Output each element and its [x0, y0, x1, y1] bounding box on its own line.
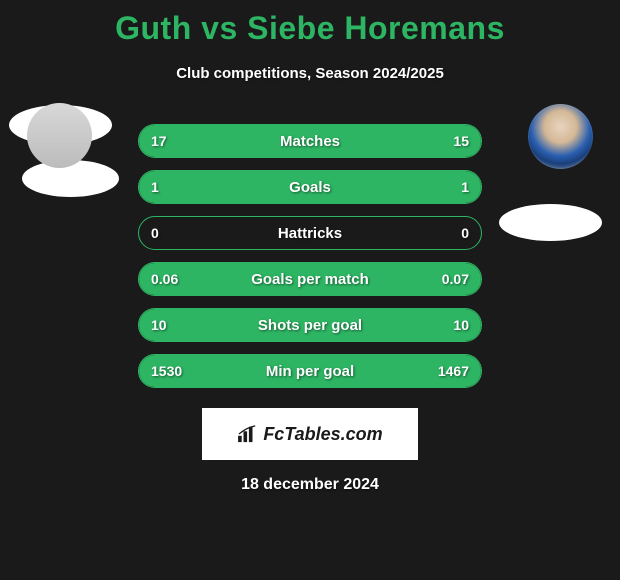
stat-left-value: 10: [151, 317, 167, 333]
stat-right-value: 1467: [438, 363, 469, 379]
stat-left-value: 17: [151, 133, 167, 149]
stat-right-value: 15: [453, 133, 469, 149]
stat-left-value: 0.06: [151, 271, 178, 287]
stat-label: Goals per match: [251, 271, 369, 288]
fctables-logo-icon: [237, 425, 259, 443]
stat-row-spg: 10 Shots per goal 10: [138, 308, 482, 342]
stat-left-value: 1530: [151, 363, 182, 379]
stat-row-gpm: 0.06 Goals per match 0.07: [138, 262, 482, 296]
page-title: Guth vs Siebe Horemans: [0, 0, 620, 47]
stat-label: Goals: [289, 179, 331, 196]
brand-badge: FcTables.com: [202, 408, 418, 460]
stat-row-mpg: 1530 Min per goal 1467: [138, 354, 482, 388]
stat-right-value: 0: [461, 225, 469, 241]
snapshot-date: 18 december 2024: [0, 476, 620, 494]
stat-label: Min per goal: [266, 363, 354, 380]
stat-left-value: 1: [151, 179, 159, 195]
stat-right-value: 10: [453, 317, 469, 333]
stat-label: Matches: [280, 133, 340, 150]
stat-left-value: 0: [151, 225, 159, 241]
stat-label: Hattricks: [278, 225, 342, 242]
stat-right-value: 0.07: [442, 271, 469, 287]
stat-row-hattricks: 0 Hattricks 0: [138, 216, 482, 250]
stat-row-matches: 17 Matches 15: [138, 124, 482, 158]
subtitle: Club competitions, Season 2024/2025: [0, 65, 620, 82]
stat-right-value: 1: [461, 179, 469, 195]
brand-text: FcTables.com: [263, 424, 382, 445]
stat-row-goals: 1 Goals 1: [138, 170, 482, 204]
stat-label: Shots per goal: [258, 317, 362, 334]
stats-bars: 17 Matches 15 1 Goals 1 0 Hattricks 0 0.…: [138, 124, 482, 388]
